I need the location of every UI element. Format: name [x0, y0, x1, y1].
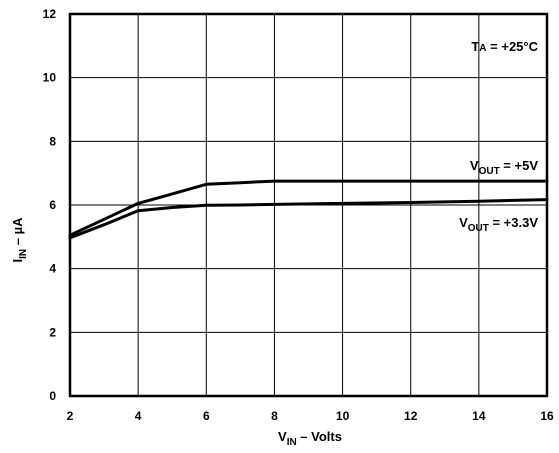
y-tick-label: 2: [49, 325, 56, 339]
grid-lines: [69, 13, 548, 397]
y-tick-label: 8: [49, 134, 56, 148]
x-tick-label: 10: [336, 409, 350, 423]
y-tick-label: 0: [49, 389, 56, 403]
y-axis-label: IIN – µA: [10, 217, 29, 263]
x-tick-labels: 2 4 6 8 10 12 14 16: [67, 409, 554, 423]
x-tick-label: 6: [203, 409, 210, 423]
y-tick-label: 4: [49, 262, 56, 276]
y-tick-label: 6: [49, 198, 56, 212]
x-tick-label: 16: [540, 409, 554, 423]
plot-frame: [68, 12, 549, 398]
x-tick-label: 14: [472, 409, 486, 423]
x-axis-label: VIN – Volts: [278, 429, 342, 448]
x-tick-label: 12: [404, 409, 418, 423]
series-group: [68, 179, 549, 240]
series-line-1: [68, 198, 549, 240]
temperature-annotation: TA = +25°C: [471, 39, 538, 54]
x-tick-label: 4: [135, 409, 142, 423]
x-tick-label: 2: [67, 409, 74, 423]
x-tick-label: 8: [271, 409, 278, 423]
series-label-vout-5v: VOUT = +5V: [470, 158, 538, 177]
y-tick-label: 10: [43, 71, 57, 85]
y-tick-labels: 0 2 4 6 8 10 12: [43, 7, 57, 403]
series-line-0: [68, 179, 549, 237]
y-tick-label: 12: [43, 7, 57, 21]
series-label-vout-3v3: VOUT = +3.3V: [459, 215, 538, 234]
